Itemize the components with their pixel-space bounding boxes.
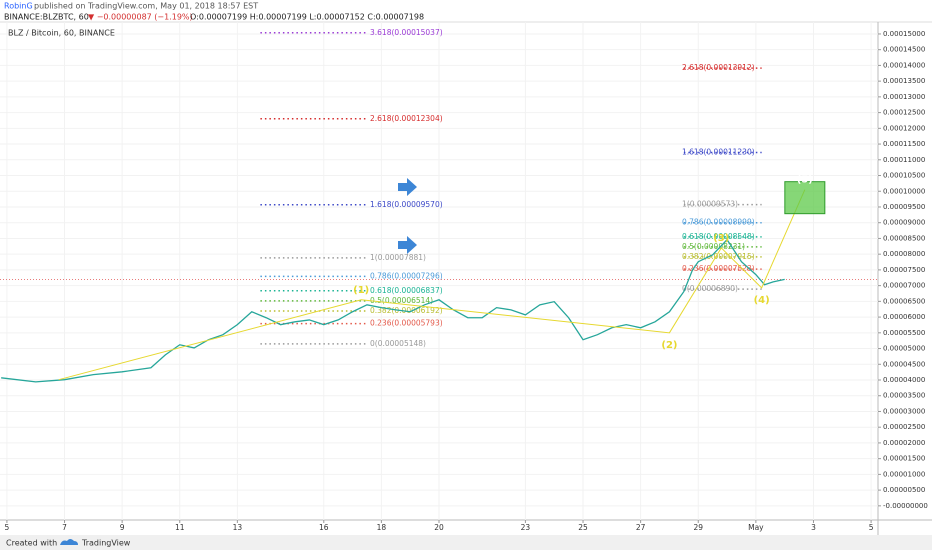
arrow <box>398 236 417 254</box>
arrow <box>398 178 417 196</box>
x-tick-label: 9 <box>120 523 125 532</box>
x-tick-label: 3 <box>811 523 816 532</box>
wave-label: (4) <box>754 295 770 306</box>
ohlc: O:0.00007199 H:0.00007199 L:0.00007152 C… <box>190 13 424 22</box>
y-tick-label: 0.00002500 <box>883 423 925 431</box>
wave-label: (3) <box>713 233 729 244</box>
x-tick-label: 18 <box>377 523 387 532</box>
y-tick-label: 0.00003500 <box>883 392 925 400</box>
y-tick-label: 0.00012500 <box>883 109 925 117</box>
x-tick-label: 7 <box>62 523 67 532</box>
y-tick-label: 0.00007500 <box>883 266 925 274</box>
footer-brand[interactable]: TradingView <box>81 539 131 548</box>
chart-title: BLZ / Bitcoin, 60, BINANCE <box>8 29 115 38</box>
fib-label: 0.382(0.00007915) <box>682 252 755 261</box>
y-tick-label: 0.00002000 <box>883 439 925 447</box>
x-tick-label: 16 <box>319 523 329 532</box>
x-tick-label: May <box>748 523 764 532</box>
x-tick-label: 11 <box>175 523 185 532</box>
y-tick-label: 0.00004000 <box>883 376 925 384</box>
y-tick-label: 0.00007000 <box>883 282 925 290</box>
fib-label: 1.618(0.00011230) <box>682 148 755 157</box>
y-tick-label: 0.00008500 <box>883 234 925 242</box>
fib-label: 0.618(0.00008548) <box>682 232 755 241</box>
y-tick-label: 0.00010000 <box>883 187 925 195</box>
wave-label: (1) <box>353 285 369 296</box>
y-tick-label: 0.00014000 <box>883 61 925 69</box>
fib-label: 0.5(0.00008231) <box>682 242 745 251</box>
x-tick-label: 27 <box>636 523 646 532</box>
y-tick-label: 0.00013500 <box>883 77 925 85</box>
x-tick-label: 5 <box>869 523 874 532</box>
y-tick-label: 0.00013000 <box>883 93 925 101</box>
x-tick-label: 13 <box>233 523 243 532</box>
y-tick-label: 0.00000500 <box>883 486 925 494</box>
wave-label: (5) <box>797 175 813 186</box>
symbol: BINANCE:BLZBTC, 60 <box>4 13 89 22</box>
fib-label: 1(0.00007881) <box>370 253 426 262</box>
change: ▼ −0.00000087 (−1.19%) <box>88 13 193 22</box>
y-tick-label: 0.00014500 <box>883 46 925 54</box>
wave-label: (2) <box>661 340 677 351</box>
target-box <box>784 181 826 215</box>
x-tick-label: 25 <box>578 523 588 532</box>
y-tick-label: 0.00005500 <box>883 329 925 337</box>
fib-label: 0.618(0.00006837) <box>370 286 443 295</box>
wave-line <box>58 189 806 381</box>
fib-label: 2.618(0.00013912) <box>682 63 755 72</box>
x-tick-label: 29 <box>693 523 703 532</box>
footer-bar <box>0 535 932 550</box>
plot: 3.618(0.00015037) 2.618(0.00012304) 1.618(… <box>0 28 878 383</box>
y-tick-label: 0.00009500 <box>883 203 925 211</box>
y-tick-label: 0.00003000 <box>883 407 925 415</box>
price-series <box>1 238 785 383</box>
y-tick-label: 0.00009000 <box>883 219 925 227</box>
y-tick-label: 0.00005000 <box>883 345 925 353</box>
fib-label: 0(0.00006890) <box>682 284 738 293</box>
x-tick-label: 20 <box>434 523 444 532</box>
fib-label: 0.5(0.00006514) <box>370 296 433 305</box>
y-tick-label: 0.00015000 <box>883 30 925 38</box>
fib-label: 0.236(0.00007523) <box>682 264 755 273</box>
x-tick-label: 23 <box>521 523 531 532</box>
grid: -0.00000000 0.00000500 0.00001000 0.0000150… <box>0 22 928 532</box>
y-tick-label: 0.00006000 <box>883 313 925 321</box>
y-tick-label: 0.00006500 <box>883 297 925 305</box>
brand-logo <box>60 539 78 545</box>
fib-label: 0(0.00005148) <box>370 339 426 348</box>
fib-label: 2.618(0.00012304) <box>370 114 443 123</box>
fib-label: 0.786(0.00007296) <box>370 271 443 280</box>
y-tick-label: 0.00011000 <box>883 156 925 164</box>
fib-label: 0.236(0.00005793) <box>370 319 443 328</box>
author[interactable]: RobinG <box>4 2 33 11</box>
footer-created: Created with <box>6 539 57 548</box>
y-tick-label: 0.00001000 <box>883 470 925 478</box>
y-tick-label: 0.00011500 <box>883 140 925 148</box>
y-tick-label: 0.00001500 <box>883 455 925 463</box>
y-tick-label: 0.00012000 <box>883 124 925 132</box>
y-tick-label: -0.00000000 <box>883 502 928 510</box>
y-tick-label: 0.00010500 <box>883 172 925 180</box>
y-tick-label: 0.00004500 <box>883 360 925 368</box>
fib-label: 1(0.00009573) <box>682 200 738 209</box>
fib-label: 3.618(0.00015037) <box>370 28 443 37</box>
fib-label: 0.786(0.00008999) <box>682 218 755 227</box>
fib-label: 1.618(0.00009570) <box>370 200 443 209</box>
fib-label: 0.382(0.00006192) <box>370 306 443 315</box>
published: published on TradingView.com, May 01, 20… <box>34 2 258 11</box>
x-tick-label: 5 <box>5 523 10 532</box>
y-tick-label: 0.00008000 <box>883 250 925 258</box>
